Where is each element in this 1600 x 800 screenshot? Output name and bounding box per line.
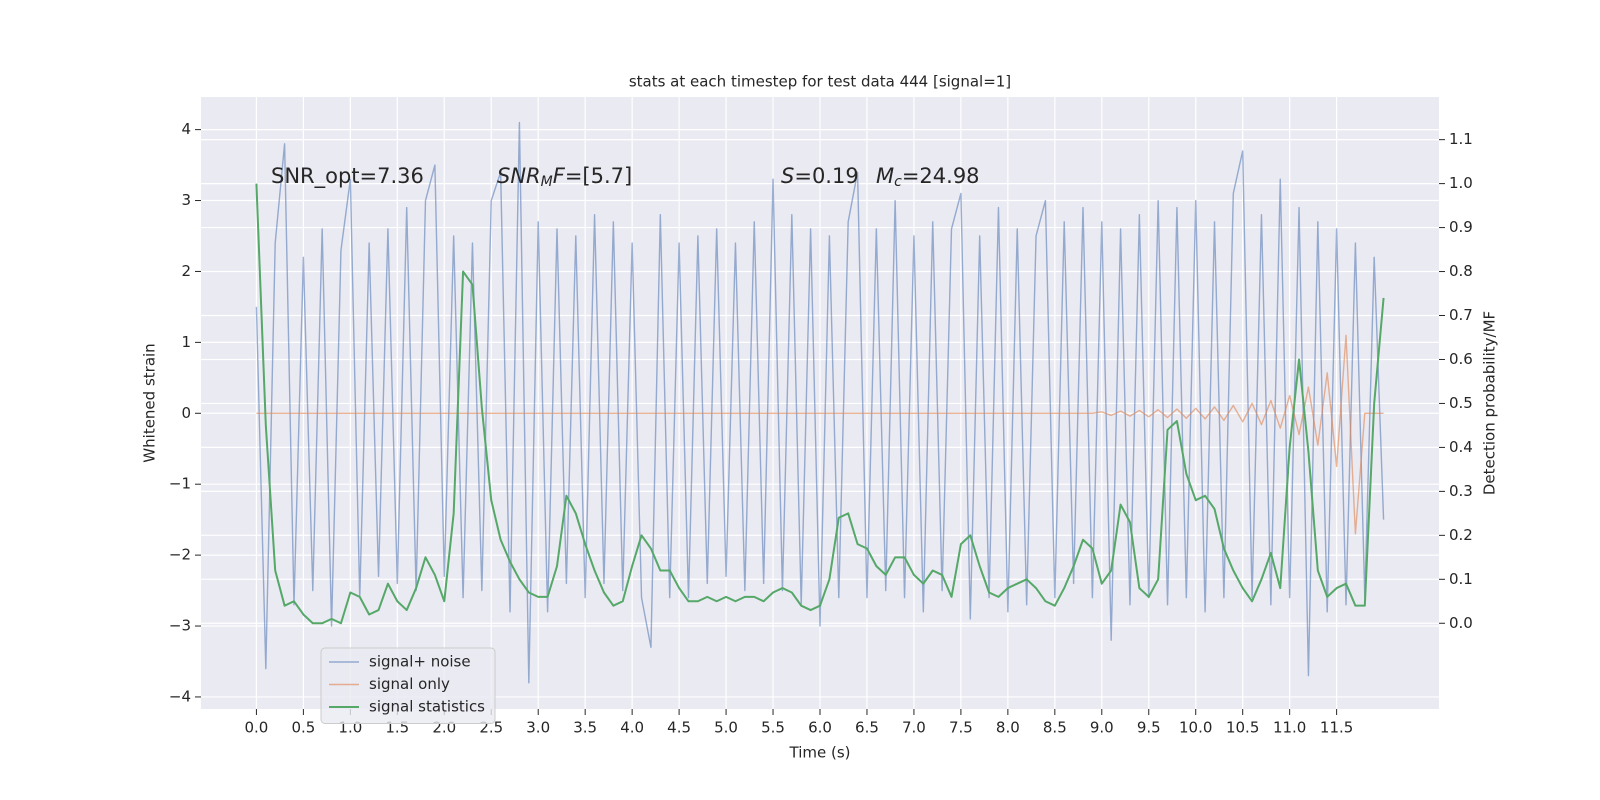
y-tick-label: 1 xyxy=(181,333,191,351)
y2-tick-label: 0.4 xyxy=(1449,438,1473,456)
x-tick-label: 11.5 xyxy=(1320,719,1353,737)
y2-tick-label: 0.6 xyxy=(1449,350,1473,368)
y2-tick-label: 0.8 xyxy=(1449,262,1473,280)
legend-label: signal+ noise xyxy=(369,653,471,671)
x-tick-label: 4.5 xyxy=(667,719,691,737)
y2-tick-label: 0.2 xyxy=(1449,526,1473,544)
annotation-part: M xyxy=(876,164,894,188)
x-tick-label: 5.0 xyxy=(714,719,738,737)
series-line xyxy=(256,334,1384,535)
x-tick-label: 5.5 xyxy=(761,719,785,737)
x-tick-label: 6.5 xyxy=(855,719,879,737)
x-tick-label: 10.5 xyxy=(1226,719,1259,737)
y2-tick-label: 0.1 xyxy=(1449,570,1473,588)
y-tick-label: −3 xyxy=(169,617,191,635)
x-tick-label: 11.0 xyxy=(1273,719,1306,737)
annotation: S=0.19 xyxy=(781,164,859,188)
series-line xyxy=(255,121,1385,684)
x-tick-label: 9.5 xyxy=(1137,719,1161,737)
annotation-part: c xyxy=(894,174,902,190)
annotation-part: =24.98 xyxy=(902,164,980,188)
x-tick-label: 9.0 xyxy=(1090,719,1114,737)
ticks: −4 −3 −2 −1 0 1 2 3 4 0.0 0.1 0.2 0.3 0.4 0.5 0.6 0.7 0.8… xyxy=(169,120,1473,736)
y-tick-label: 0 xyxy=(181,404,191,422)
x-tick-label: 8.5 xyxy=(1043,719,1067,737)
x-tick-label: 6.0 xyxy=(808,719,832,737)
y-tick-label: 2 xyxy=(181,262,191,280)
legend-label: signal statistics xyxy=(369,698,485,716)
x-tick-label: 0.0 xyxy=(244,719,268,737)
annotation: Mc=24.98 xyxy=(876,164,980,190)
series-line xyxy=(255,183,1385,625)
annotation-part: SNR_opt=7.36 xyxy=(271,164,424,189)
annotation-part: SNR xyxy=(497,164,541,188)
y-tick-label: −1 xyxy=(169,475,191,493)
x-tick-label: 8.0 xyxy=(996,719,1020,737)
x-tick-label: 3.0 xyxy=(526,719,550,737)
y-tick-label: −4 xyxy=(169,687,191,705)
y2-tick-label: 0.0 xyxy=(1449,614,1473,632)
x-tick-label: 10.0 xyxy=(1179,719,1212,737)
x-tick-label: 7.0 xyxy=(902,719,926,737)
annotation-part: =[5.7] xyxy=(565,164,632,188)
y2-tick-label: 1.0 xyxy=(1449,174,1473,192)
x-tick-label: 0.5 xyxy=(291,719,315,737)
y-axis-label: Whitened strain xyxy=(141,343,159,462)
y-tick-label: 3 xyxy=(181,191,191,209)
y-tick-label: −2 xyxy=(169,546,191,564)
x-tick-label: 4.0 xyxy=(620,719,644,737)
y2-tick-label: 0.9 xyxy=(1449,218,1473,236)
x-tick-label: 3.5 xyxy=(573,719,597,737)
annotation-part: S xyxy=(781,164,794,188)
legend-label: signal only xyxy=(369,675,450,693)
annotation-part: M xyxy=(541,174,553,190)
x-tick-label: 7.5 xyxy=(949,719,973,737)
y2-axis-label: Detection probability/MF xyxy=(1481,311,1499,495)
y2-tick-label: 0.5 xyxy=(1449,394,1473,412)
annotation: SNRMF=[5.7] xyxy=(497,164,632,190)
chart-title: stats at each timestep for test data 444… xyxy=(629,73,1011,91)
legend-box xyxy=(320,647,496,724)
y2-tick-label: 1.1 xyxy=(1449,130,1473,148)
annotation: SNR_opt=7.36 xyxy=(271,164,424,189)
y2-tick-label: 0.3 xyxy=(1449,482,1473,500)
annotation-part: F xyxy=(553,164,566,188)
y2-tick-label: 0.7 xyxy=(1449,306,1473,324)
y-tick-label: 4 xyxy=(181,120,191,138)
x-axis-label: Time (s) xyxy=(789,744,851,762)
legend: signal+ noise signal only signal statistic… xyxy=(320,647,496,724)
annotation-part: =0.19 xyxy=(794,164,858,188)
